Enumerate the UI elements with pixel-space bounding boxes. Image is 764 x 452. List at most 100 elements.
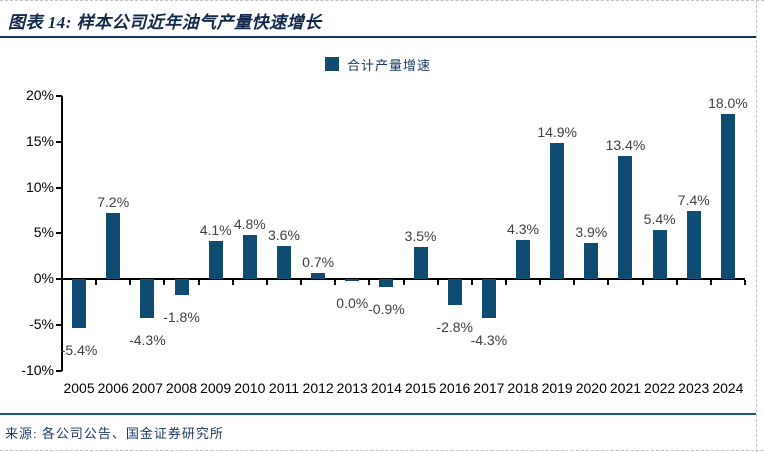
x-tick-mark [61,280,63,285]
bar-value-label: 0.7% [302,253,335,270]
x-tick-label: 2021 [609,380,642,396]
bar-value-label: -1.8% [163,309,200,326]
x-tick-label: 2017 [473,380,505,396]
bar [413,246,428,279]
bar [618,156,633,279]
x-tick-mark [95,280,98,285]
x-tick-label: 2010 [234,380,266,396]
bar-value-label: 14.9% [537,123,578,140]
x-tick-label: 2018 [507,380,539,396]
x-tick-mark [402,280,405,285]
x-tick-mark [163,280,166,285]
cell-border-bottom [0,450,764,451]
x-tick-mark [709,280,712,285]
bar-value-label: 3.5% [404,227,437,244]
bar [550,142,565,279]
x-tick-mark [129,280,132,285]
source-note: 来源: 各公司公告、国金证券研究所 [5,426,224,441]
legend-swatch-icon [324,57,339,71]
y-tick-mark [56,369,62,372]
bar [140,279,155,319]
x-tick-mark [504,280,507,285]
bar [72,279,87,329]
y-tick-label: 5% [33,224,54,241]
x-tick-label: 2008 [165,380,198,396]
bar-value-label: 3.6% [268,227,300,244]
x-tick-mark [470,280,473,285]
bar [584,243,599,279]
x-tick-label: 2014 [370,380,402,396]
y-tick-mark [56,140,62,143]
bar [720,114,735,279]
footer-rule [0,413,756,415]
chart-legend: 合计产量增速 [0,55,756,73]
x-tick-label: 2016 [439,380,471,396]
y-tick-label: 15% [25,132,54,149]
x-tick-mark [265,280,268,285]
y-tick-label: -10% [21,361,54,378]
x-tick-mark [300,280,303,285]
x-tick-label: 2022 [644,380,676,396]
x-tick-label: 2011 [268,380,300,396]
x-tick-label: 2013 [336,380,368,396]
x-tick-mark [744,280,746,285]
bar-value-label: 4.1% [199,222,232,239]
x-tick-label: 2006 [97,380,129,396]
bar [379,279,394,288]
bar-value-label: 18.0% [708,95,748,112]
x-tick-label: 2023 [678,380,710,396]
bar-value-label: -2.8% [436,318,473,335]
bar [174,279,189,296]
bar-value-label: -4.3% [129,332,166,349]
x-tick-mark [368,280,371,285]
bar [447,279,462,305]
bar-value-label: 0.0% [336,295,369,311]
x-tick-mark [641,280,644,285]
x-tick-mark [573,280,576,285]
x-tick-label: 2020 [575,380,607,396]
y-tick-mark [56,186,62,189]
bar-value-label: 13.4% [605,137,646,154]
x-axis-line [62,278,745,280]
bar-value-label: 4.3% [507,220,539,237]
bar-value-label: -4.3% [470,332,508,349]
bar-value-label: 5.4% [643,210,676,227]
cell-border-top [0,0,764,1]
x-tick-mark [607,280,610,285]
x-tick-mark [197,280,200,285]
y-tick-label: 10% [25,178,54,195]
x-tick-label: 2007 [131,380,163,396]
title-underline [0,36,756,38]
bar [106,213,121,279]
bar [652,229,667,279]
x-tick-label: 2019 [541,380,573,396]
x-tick-mark [334,280,337,285]
bar [208,241,223,279]
bar [345,279,360,281]
y-axis-line [61,96,63,371]
x-tick-label: 2005 [63,380,95,396]
bar-value-label: -0.9% [368,301,405,318]
x-tick-label: 2024 [712,380,744,396]
figure-title: 图表 14: 样本公司近年油气产量快速增长 [8,13,322,32]
bar [686,211,701,279]
bar-value-label: 7.4% [677,192,710,209]
bar-value-label: 7.2% [97,194,130,211]
legend-label: 合计产量增速 [346,57,431,73]
y-tick-mark [56,232,62,235]
bar [276,246,291,279]
x-tick-mark [231,280,234,285]
y-tick-mark [56,323,62,326]
y-tick-label: -5% [29,315,54,332]
bar [311,272,326,279]
x-tick-mark [436,280,439,285]
y-tick-label: 20% [25,87,54,103]
bar-value-label: 4.8% [233,216,266,233]
y-tick-label: 0% [33,270,54,286]
bar-value-label: 3.9% [575,224,608,241]
bar-value-label: -5.4% [60,342,98,359]
x-tick-label: 2015 [404,380,437,396]
bar [242,235,257,279]
